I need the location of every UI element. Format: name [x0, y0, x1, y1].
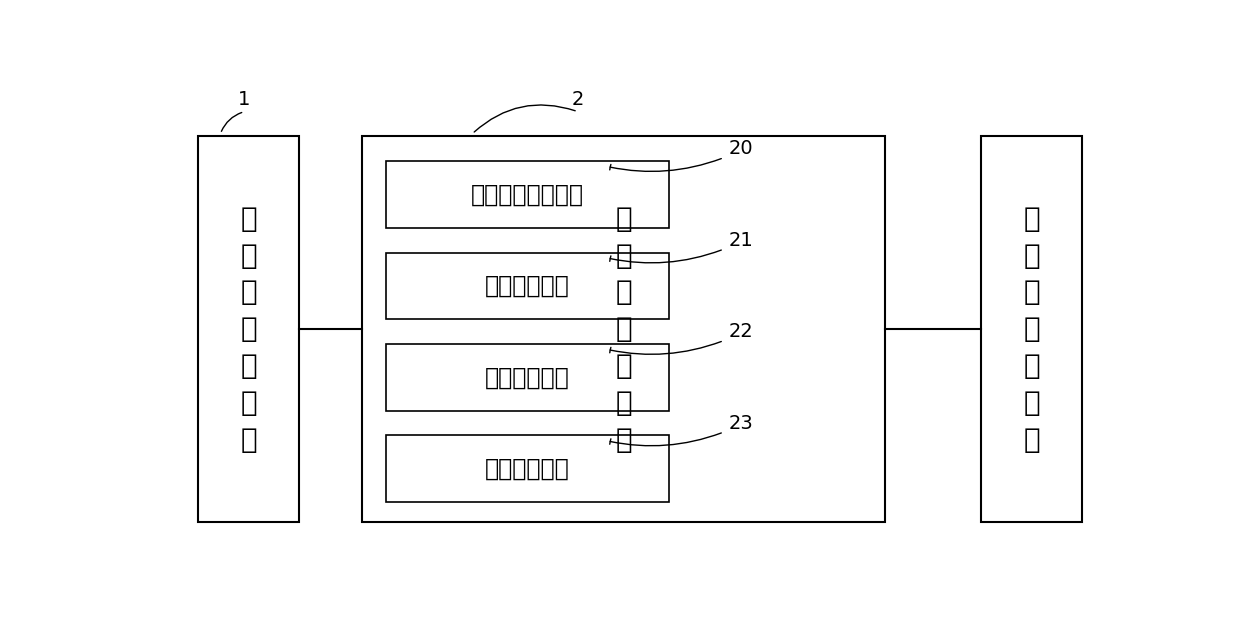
Text: 23: 23 [729, 413, 754, 433]
Bar [386, 161, 670, 228]
Bar [386, 344, 670, 411]
Text: 智
能
识
别
子
系
统: 智 能 识 别 子 系 统 [1023, 205, 1040, 453]
Text: 图像裁剪单元: 图像裁剪单元 [485, 274, 569, 298]
Text: 特征提取单元: 特征提取单元 [485, 365, 569, 389]
Bar [386, 435, 670, 502]
Text: 图
像
分
类
子
系
统: 图 像 分 类 子 系 统 [615, 205, 632, 453]
Text: 图
像
采
集
子
系
统: 图 像 采 集 子 系 统 [241, 205, 257, 453]
Bar [386, 252, 670, 319]
Text: 分类训练单元: 分类训练单元 [485, 457, 569, 481]
Bar [982, 136, 1083, 522]
Bar [198, 136, 299, 522]
Text: 20: 20 [729, 139, 754, 158]
Text: 目标区域获取单元: 目标区域获取单元 [471, 182, 584, 207]
Bar [362, 136, 885, 522]
Text: 2: 2 [572, 90, 584, 108]
Text: 1: 1 [238, 90, 250, 108]
Text: 21: 21 [729, 230, 754, 250]
Text: 22: 22 [729, 322, 754, 341]
